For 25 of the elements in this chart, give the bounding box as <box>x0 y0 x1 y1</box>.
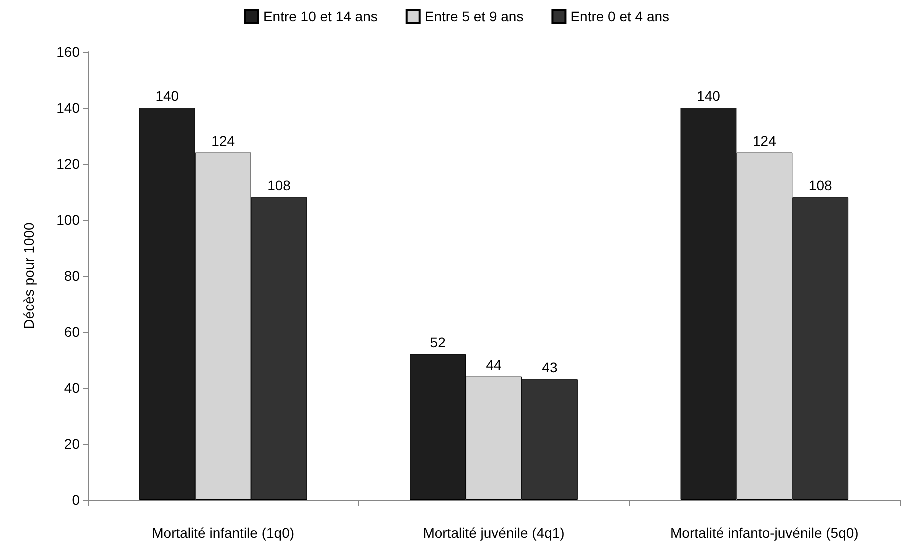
y-tick-label: 100 <box>56 212 80 228</box>
y-tick-label: 160 <box>56 44 80 60</box>
x-tick-label: Mortalité infanto-juvénile (5q0) <box>670 525 859 541</box>
x-tick-label: Mortalité infantile (1q0) <box>152 525 295 541</box>
y-axis-title: Décès pour 1000 <box>21 222 37 330</box>
data-label: 44 <box>486 356 502 373</box>
y-tick-label: 80 <box>64 268 80 284</box>
data-label: 140 <box>697 88 721 104</box>
data-label: 124 <box>752 132 777 149</box>
data-label: 43 <box>542 360 558 376</box>
y-tick-label: 20 <box>64 436 80 452</box>
data-label: 52 <box>430 334 446 350</box>
legend-label: Entre 5 et 9 ans <box>424 8 524 24</box>
data-label: 140 <box>156 88 180 104</box>
y-tick-label: 40 <box>64 380 80 396</box>
data-label: 108 <box>268 178 292 194</box>
y-tick-label: 0 <box>72 492 80 508</box>
x-tick-label: Mortalité juvénile (4q1) <box>423 525 565 541</box>
y-tick-label: 140 <box>56 100 80 116</box>
y-tick-label: 60 <box>64 324 80 340</box>
legend-label: Entre 10 et 14 ans <box>263 8 378 24</box>
data-label: 108 <box>808 178 832 194</box>
legend-label: Entre 0 et 4 ans <box>570 8 670 24</box>
data-label: 124 <box>212 132 236 149</box>
y-tick-label: 120 <box>56 156 80 172</box>
